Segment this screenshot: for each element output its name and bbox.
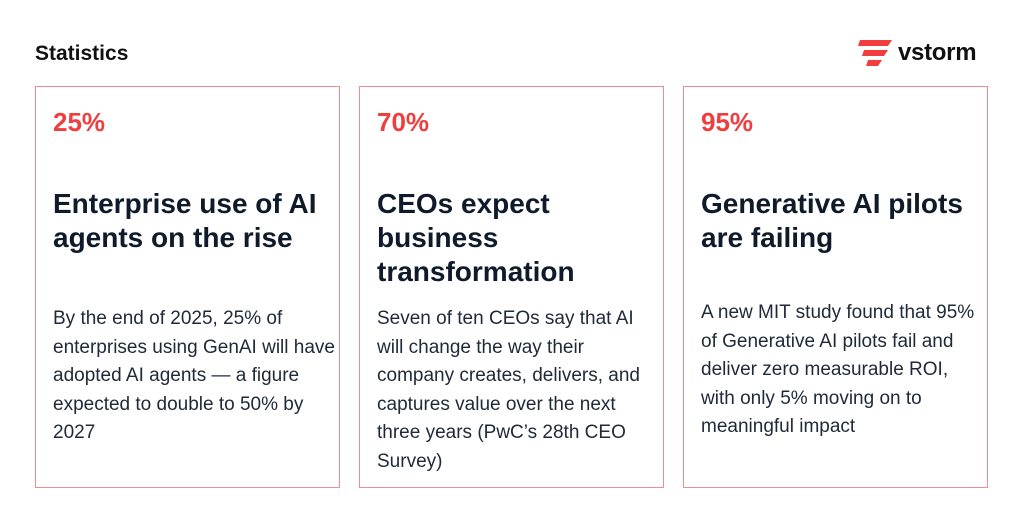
card-heading: CEOs expect business transformation — [377, 188, 575, 287]
card-heading: Generative AI pilots are failing — [701, 188, 963, 253]
stat-value: 95% — [701, 107, 754, 137]
card-body: By the end of 2025, 25% of enterprises u… — [53, 308, 335, 443]
logo-text: vstorm — [898, 39, 977, 66]
card-body: Seven of ten CEOs say that AI will chang… — [377, 308, 640, 472]
stat-value: 70% — [377, 107, 430, 137]
stat-card-genai-pilots: 95% Generative AI pilots are failing A n… — [683, 86, 988, 488]
stat-value: 25% — [53, 107, 106, 137]
vstorm-logo-mark-icon — [858, 40, 892, 66]
stat-card-enterprise-agents: 25% Enterprise use of AI agents on the r… — [35, 86, 340, 488]
page-title: Statistics — [35, 42, 129, 65]
card-heading: Enterprise use of AI agents on the rise — [53, 188, 317, 253]
card-body: A new MIT study found that 95% of Genera… — [701, 302, 975, 437]
vstorm-logo[interactable]: vstorm — [858, 38, 977, 68]
stat-card-ceo-expectations: 70% CEOs expect business transformation … — [359, 86, 664, 488]
